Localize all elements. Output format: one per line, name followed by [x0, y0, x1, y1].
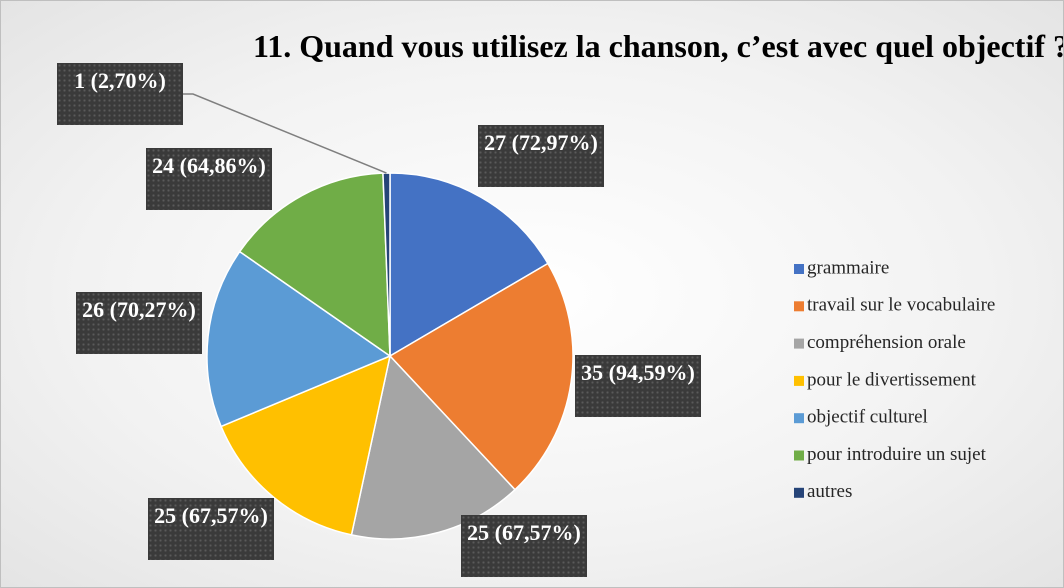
pie-slice: [389, 172, 549, 358]
pie-slice: [238, 172, 391, 358]
data-label: 27 (72,97%): [478, 125, 604, 187]
pie-slice: [350, 354, 517, 540]
leader-line: [183, 93, 387, 174]
legend-label: objectif culturel: [807, 407, 928, 428]
legend-label: compréhension orale: [807, 332, 966, 353]
legend-swatch: [794, 450, 804, 461]
legend-swatch: [794, 264, 804, 274]
data-label: 25 (67,57%): [461, 515, 587, 577]
data-label: 26 (70,27%): [76, 292, 202, 354]
legend-swatch: [794, 301, 804, 312]
legend-label: grammaire: [807, 257, 889, 278]
data-label: 25 (67,57%): [148, 498, 274, 560]
legend-swatch: [794, 375, 804, 386]
legend-label: pour le divertissement: [807, 369, 977, 390]
pie-slice: [206, 250, 392, 428]
pie-slice: [382, 172, 391, 357]
chart-title: 11. Quand vous utilisez la chanson, c’es…: [252, 28, 1064, 64]
legend-swatch: [794, 413, 804, 424]
pie-slice: [388, 262, 574, 491]
legend-swatch: [794, 338, 804, 349]
legend-label: pour introduire un sujet: [807, 444, 987, 465]
data-label: 24 (64,86%): [146, 148, 272, 210]
legend-swatch: [794, 487, 804, 498]
legend-label: travail sur le vocabulaire: [807, 295, 995, 316]
data-label: 1 (2,70%): [57, 63, 183, 125]
data-label: 35 (94,59%): [575, 355, 701, 417]
pie-slice: [220, 354, 392, 536]
legend-label: autres: [807, 481, 852, 502]
